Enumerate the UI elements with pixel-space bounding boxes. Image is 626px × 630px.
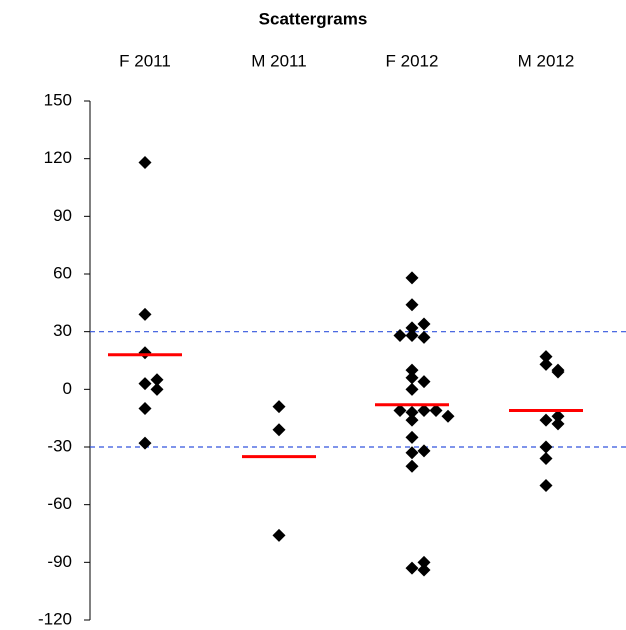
data-point bbox=[138, 346, 152, 360]
data-point bbox=[539, 350, 553, 364]
data-point bbox=[150, 373, 164, 387]
data-point bbox=[417, 317, 431, 331]
data-point bbox=[272, 423, 286, 437]
data-point bbox=[539, 357, 553, 371]
data-point bbox=[417, 555, 431, 569]
data-point bbox=[405, 329, 419, 343]
data-point bbox=[405, 459, 419, 473]
data-point bbox=[417, 563, 431, 577]
y-tick-label: -90 bbox=[47, 552, 72, 571]
y-tick-label: 90 bbox=[53, 206, 72, 225]
data-point bbox=[539, 452, 553, 466]
data-point bbox=[405, 271, 419, 285]
data-point bbox=[405, 321, 419, 335]
data-point bbox=[417, 403, 431, 417]
chart-title: Scattergrams bbox=[259, 9, 368, 28]
data-point bbox=[417, 375, 431, 389]
y-tick-label: -60 bbox=[47, 494, 72, 513]
data-point bbox=[551, 365, 565, 379]
data-point bbox=[405, 298, 419, 312]
data-point bbox=[417, 444, 431, 458]
y-tick-label: -120 bbox=[38, 609, 72, 628]
data-point bbox=[405, 363, 419, 377]
data-point bbox=[393, 329, 407, 343]
data-point bbox=[272, 528, 286, 542]
data-point bbox=[138, 307, 152, 321]
y-tick-label: 120 bbox=[44, 148, 72, 167]
data-point bbox=[429, 403, 443, 417]
data-point bbox=[150, 382, 164, 396]
data-point bbox=[551, 417, 565, 431]
data-point bbox=[138, 156, 152, 170]
y-tick-label: 150 bbox=[44, 90, 72, 109]
category-label: M 2012 bbox=[518, 51, 575, 70]
data-point bbox=[138, 436, 152, 450]
category-label: F 2011 bbox=[119, 51, 171, 70]
data-point bbox=[272, 400, 286, 414]
y-tick-label: -30 bbox=[47, 436, 72, 455]
data-point bbox=[441, 409, 455, 423]
data-point bbox=[539, 440, 553, 454]
data-point bbox=[405, 446, 419, 460]
data-point bbox=[138, 377, 152, 391]
data-point bbox=[539, 413, 553, 427]
data-point bbox=[405, 561, 419, 575]
data-point bbox=[138, 402, 152, 416]
data-point bbox=[417, 330, 431, 344]
data-point bbox=[405, 405, 419, 419]
data-point bbox=[393, 403, 407, 417]
category-label: M 2011 bbox=[251, 51, 306, 70]
y-tick-label: 30 bbox=[53, 321, 72, 340]
data-point bbox=[539, 478, 553, 492]
category-label: F 2012 bbox=[386, 51, 439, 70]
data-point bbox=[405, 413, 419, 427]
data-point bbox=[405, 430, 419, 444]
data-point bbox=[551, 409, 565, 423]
data-point bbox=[405, 371, 419, 385]
data-point bbox=[405, 382, 419, 396]
y-tick-label: 0 bbox=[63, 379, 72, 398]
y-tick-label: 60 bbox=[53, 263, 72, 282]
